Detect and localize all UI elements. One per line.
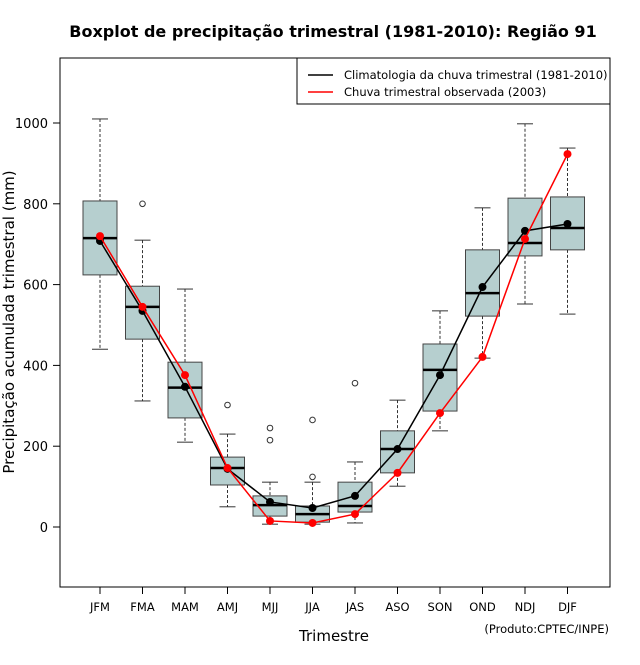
outlier-point — [309, 416, 316, 424]
series-point-1 — [436, 409, 444, 418]
series-point-1 — [138, 302, 147, 311]
series-point-0 — [436, 371, 444, 380]
series-point-0 — [478, 283, 487, 292]
outlier-point — [309, 473, 316, 481]
legend: Climatologia da chuva trimestral (1981-2… — [296, 57, 611, 105]
series-point-0 — [563, 220, 572, 228]
outlier-point — [224, 401, 231, 409]
x-tick-label: FMA — [130, 600, 155, 614]
series-point-1 — [351, 510, 359, 519]
series-point-1 — [181, 371, 189, 380]
series-point-1 — [223, 464, 232, 473]
x-tick-label: OND — [469, 600, 496, 614]
outlier-point — [266, 436, 274, 444]
outlier-point — [351, 379, 359, 387]
series-point-1 — [521, 234, 529, 243]
outlier-point — [139, 200, 146, 208]
series-point-1 — [308, 518, 317, 527]
box-SON — [422, 343, 458, 412]
series-point-1 — [563, 150, 572, 159]
x-tick-label: MJJ — [262, 600, 279, 614]
series-point-1 — [266, 516, 274, 525]
series-line-1 — [99, 153, 569, 524]
series-point-0 — [266, 497, 274, 506]
x-tick-label: JAS — [345, 600, 364, 614]
series-point-0 — [308, 504, 317, 513]
legend-label-climatology: Climatologia da chuva trimestral (1981-2… — [344, 68, 608, 82]
x-tick-label: MAM — [171, 600, 199, 614]
y-tick-label: 600 — [23, 279, 48, 294]
boxes — [82, 118, 585, 525]
box-OND — [465, 249, 500, 317]
series-lines — [96, 150, 572, 527]
x-tick-label: AMJ — [217, 600, 238, 614]
y-tick-label: 400 — [23, 359, 48, 374]
series-point-1 — [478, 352, 487, 361]
outlier-point — [266, 424, 274, 432]
chart-title: Boxplot de precipitação trimestral (1981… — [69, 22, 596, 41]
y-tick-label: 800 — [23, 198, 48, 213]
x-tick-label: DJF — [558, 600, 577, 614]
x-tick-label: NDJ — [515, 600, 536, 614]
x-tick-label: JFM — [89, 600, 110, 614]
y-tick-label: 1000 — [15, 117, 48, 132]
x-tick-label: ASO — [385, 600, 409, 614]
y-tick-label: 0 — [40, 521, 48, 536]
series-point-1 — [393, 468, 402, 477]
legend-box — [296, 57, 611, 105]
y-tick-label: 200 — [23, 440, 48, 455]
x-axis: JFM FMA MAM AMJ MJJ JJA JAS ASO SON OND NDJ DJF — [89, 587, 577, 614]
x-axis-label: Trimestre — [298, 627, 369, 645]
y-axis-label: Precipitação acumulada trimestral (mm) — [0, 170, 18, 473]
credit-text: (Produto:CPTEC/INPE) — [484, 622, 609, 636]
series-point-0 — [393, 445, 402, 454]
legend-label-observed: Chuva trimestral observada (2003) — [344, 85, 546, 99]
series-point-1 — [96, 232, 104, 241]
series-line-0 — [99, 223, 568, 509]
series-point-0 — [181, 382, 189, 391]
series-point-0 — [351, 491, 359, 500]
y-axis: 0 200 400 600 800 1000 — [15, 117, 61, 536]
x-tick-label: JJA — [304, 600, 320, 614]
x-tick-label: SON — [428, 600, 453, 614]
series-point-0 — [521, 226, 529, 235]
